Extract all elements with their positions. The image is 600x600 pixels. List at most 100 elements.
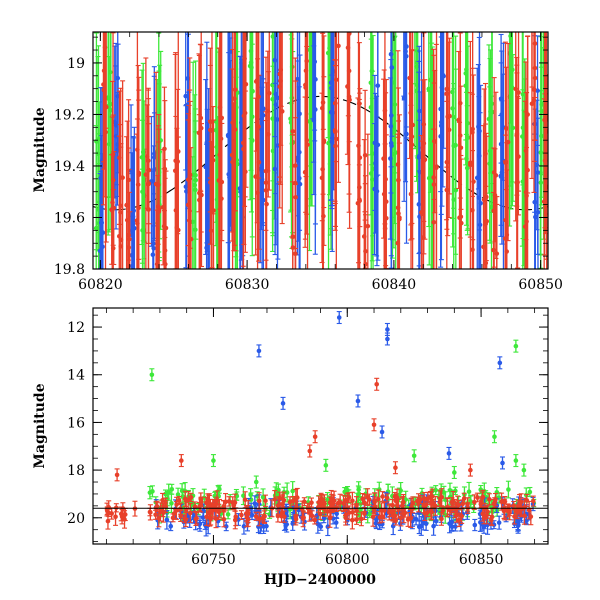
data-point-83 — [207, 47, 213, 213]
band-point-139 — [238, 510, 244, 520]
band-point-197 — [437, 496, 443, 508]
band-point-239 — [210, 502, 216, 519]
data-point-167 — [357, 88, 363, 228]
data-point-160 — [346, 32, 352, 143]
top-panel: 60820 60830 60840 60850 19 19.2 19.4 19.6 19.8 M… — [32, 31, 563, 293]
data-point-146 — [535, 117, 541, 269]
outlier-point-17 — [210, 454, 216, 468]
data-point-20 — [118, 87, 124, 269]
data-point-97 — [374, 116, 380, 267]
outlier-point-10 — [497, 356, 503, 370]
y-tick-label: 19.8 — [54, 262, 85, 278]
data-point-46 — [153, 71, 159, 269]
data-point-6 — [101, 32, 107, 170]
band-point-245 — [349, 510, 355, 530]
band-point-69 — [262, 494, 268, 507]
data-point-55 — [162, 100, 168, 239]
y-tick-label: 19.4 — [54, 159, 85, 175]
band-point-192 — [178, 510, 184, 522]
band-point-104 — [486, 493, 492, 506]
band-point-242 — [390, 498, 396, 512]
data-point-188 — [396, 142, 402, 269]
outlier-point-0 — [149, 368, 155, 382]
data-point-55 — [249, 43, 255, 238]
data-point-48 — [227, 60, 233, 227]
band-point-181 — [173, 500, 179, 520]
band-point-227 — [456, 513, 462, 528]
data-point-181 — [383, 79, 389, 269]
data-point-13 — [109, 116, 115, 269]
band-point-26 — [392, 491, 398, 502]
data-point-230 — [467, 92, 473, 238]
band-point-165 — [379, 502, 385, 518]
data-point-124 — [441, 32, 447, 149]
band-point-174 — [157, 502, 163, 522]
band-point-199 — [330, 494, 336, 512]
band-point-147 — [197, 515, 203, 532]
data-point-271 — [531, 32, 537, 193]
band-0 — [104, 500, 138, 530]
y-tick-label: 14 — [67, 368, 85, 384]
outlier-point-3 — [336, 311, 342, 325]
band-point-173 — [421, 492, 427, 505]
data-point-132 — [290, 134, 296, 269]
band-3 — [147, 487, 536, 530]
data-point-132 — [476, 36, 482, 269]
data-point-62 — [260, 78, 266, 269]
data-point-25 — [127, 211, 133, 269]
outlier-point-25 — [451, 465, 457, 479]
band-point-49 — [393, 514, 399, 526]
data-point-241 — [494, 196, 500, 269]
outliers — [114, 311, 527, 489]
data-point-209 — [431, 128, 437, 269]
data-point-139 — [499, 100, 505, 245]
data-point-237 — [483, 185, 489, 269]
data-point-215 — [444, 94, 450, 230]
data-point-118 — [451, 88, 457, 269]
data-point-90 — [218, 32, 224, 269]
data-point-40 — [203, 79, 209, 255]
band-point-210 — [256, 492, 262, 510]
data-point-258 — [514, 56, 520, 269]
band-point-211 — [230, 496, 236, 510]
band-point-90 — [496, 515, 502, 530]
band-point-241 — [344, 492, 350, 508]
data-point-125 — [438, 32, 444, 193]
outlier-point-24 — [446, 446, 452, 460]
band-point-240 — [320, 498, 326, 507]
band-point-144 — [360, 492, 366, 505]
data-point-244 — [491, 77, 497, 268]
band-point-93 — [511, 508, 517, 525]
data-point-109 — [256, 32, 262, 262]
data-point-195 — [410, 32, 415, 269]
data-point-20 — [130, 136, 136, 269]
data-point-116 — [263, 111, 269, 231]
band-point-185 — [147, 504, 153, 521]
band-point-127 — [256, 511, 262, 527]
x-tick-label: 60850 — [459, 552, 504, 568]
band-point-98 — [431, 516, 437, 536]
data-point-104 — [388, 32, 394, 168]
data-point-169 — [365, 133, 371, 269]
data-point-125 — [277, 32, 283, 209]
data-point-48 — [156, 128, 162, 269]
outlier-point-1 — [256, 344, 262, 358]
data-point-118 — [266, 32, 272, 191]
data-point-111 — [427, 32, 433, 193]
band-point-113 — [456, 500, 462, 511]
data-point-124 — [464, 105, 470, 231]
data-point-104 — [242, 32, 248, 198]
band-point-9 — [113, 503, 119, 513]
data-point-153 — [335, 32, 341, 183]
band-point-122 — [216, 484, 222, 494]
data-point-223 — [456, 50, 462, 190]
data-point-250 — [502, 41, 508, 269]
band-point-7 — [113, 507, 119, 526]
data-point-251 — [503, 66, 509, 191]
band-point-101 — [413, 512, 419, 526]
data-point-174 — [362, 89, 368, 221]
top-panel-ylabel: Magnitude — [32, 107, 48, 192]
band-point-0 — [260, 488, 266, 506]
data-point-41 — [146, 123, 152, 244]
band-point-118 — [149, 485, 155, 498]
